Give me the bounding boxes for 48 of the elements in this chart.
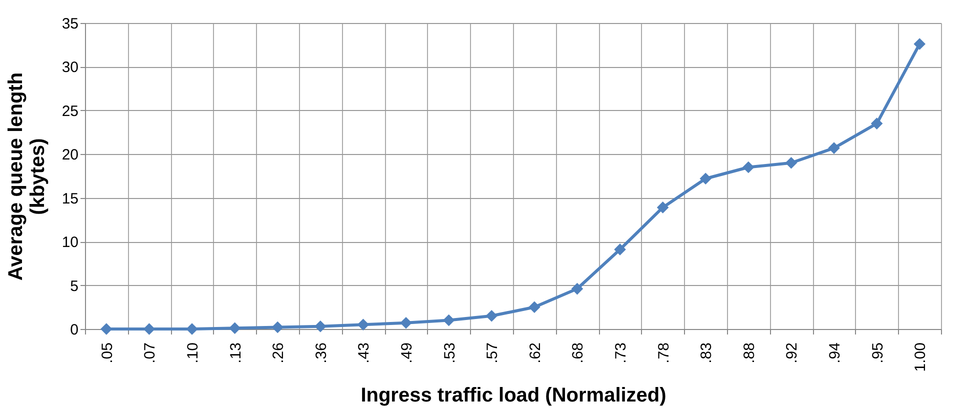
point bbox=[100, 323, 112, 335]
y-tick-label: 0 bbox=[70, 322, 78, 338]
point bbox=[571, 282, 584, 295]
x-tick-label: .13 bbox=[227, 342, 244, 364]
x-tick-label: .83 bbox=[698, 342, 716, 364]
y-tick-label: 30 bbox=[62, 59, 78, 76]
x-tick-label: .88 bbox=[740, 342, 758, 364]
point bbox=[914, 38, 926, 50]
y-tick-label: 35 bbox=[62, 16, 78, 32]
x-axis-title: Ingress traffic load (Normalized) bbox=[360, 384, 666, 407]
x-tick-label: .53 bbox=[441, 342, 458, 364]
x-tick-label: .36 bbox=[312, 342, 330, 364]
x-tick-label: .73 bbox=[612, 342, 630, 364]
point bbox=[400, 316, 412, 329]
point bbox=[528, 301, 540, 314]
point bbox=[828, 142, 840, 154]
point bbox=[186, 323, 198, 335]
y-axis-title: Average queue length (kbytes) bbox=[4, 72, 49, 281]
x-tick-label: .49 bbox=[398, 342, 416, 364]
point bbox=[357, 318, 370, 331]
x-tick-label: .94 bbox=[826, 342, 844, 364]
point bbox=[614, 244, 626, 256]
x-tick-label: .95 bbox=[869, 342, 886, 364]
point bbox=[272, 321, 284, 334]
x-tick-label: .68 bbox=[570, 342, 587, 364]
x-tick-label: 1.00 bbox=[912, 342, 930, 372]
x-tick-label: .57 bbox=[484, 342, 502, 364]
x-tick-label: .62 bbox=[526, 342, 544, 364]
x-tick-label: .05 bbox=[98, 342, 116, 364]
x-tick-label: .10 bbox=[184, 342, 202, 364]
x-tick-label: .78 bbox=[655, 342, 672, 364]
point bbox=[228, 322, 241, 334]
x-tick-label: .43 bbox=[356, 342, 373, 364]
y-tick-label: 25 bbox=[62, 102, 78, 120]
x-tick-label: .92 bbox=[784, 342, 801, 364]
x-tick-label: .26 bbox=[270, 342, 288, 364]
point bbox=[785, 156, 798, 169]
point bbox=[742, 161, 754, 174]
y-tick-label: 20 bbox=[62, 146, 78, 164]
y-tick-label: 15 bbox=[62, 190, 78, 208]
point bbox=[700, 172, 712, 185]
point bbox=[870, 118, 883, 130]
y-tick-label: 5 bbox=[70, 278, 78, 295]
x-tick-label: .07 bbox=[142, 342, 159, 364]
point bbox=[486, 310, 498, 322]
y-tick-label: 10 bbox=[62, 234, 78, 252]
point bbox=[656, 202, 669, 214]
point bbox=[442, 314, 455, 326]
